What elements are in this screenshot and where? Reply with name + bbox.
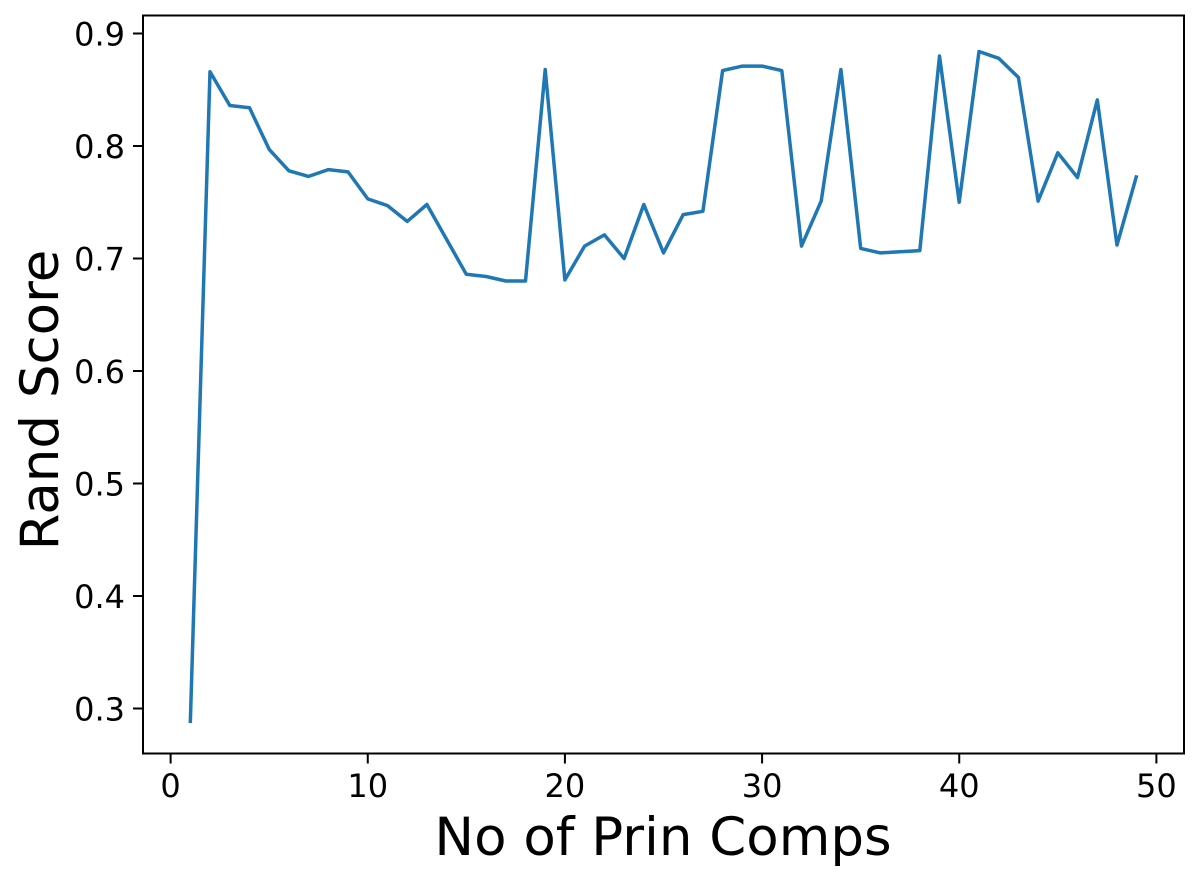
x-axis-title: No of Prin Comps	[434, 807, 891, 868]
plot-border	[142, 14, 1185, 755]
y-axis-title: Rand Score	[10, 250, 71, 551]
y-tick-label: 0.5	[74, 466, 125, 504]
y-tick-label: 0.7	[74, 241, 125, 279]
x-tick-label: 30	[742, 767, 783, 805]
x-tick-label: 20	[545, 767, 586, 805]
x-tick-label: 0	[160, 767, 180, 805]
y-tick-label: 0.6	[74, 353, 125, 391]
x-tick-label: 10	[347, 767, 388, 805]
y-tick-label: 0.4	[74, 578, 125, 616]
y-tick-label: 0.3	[74, 691, 125, 729]
x-tick-label: 40	[939, 767, 980, 805]
y-tick-label: 0.9	[74, 16, 125, 54]
axis-ticks: 0 10 20 30 40 50 0.3 0.4 0.5 0.6 0.7 0.8 0.9	[74, 16, 1177, 806]
rand-score-line	[188, 49, 1139, 724]
plot-area	[142, 14, 1185, 755]
x-tick-label: 50	[1136, 767, 1177, 805]
y-tick-label: 0.8	[74, 128, 125, 166]
